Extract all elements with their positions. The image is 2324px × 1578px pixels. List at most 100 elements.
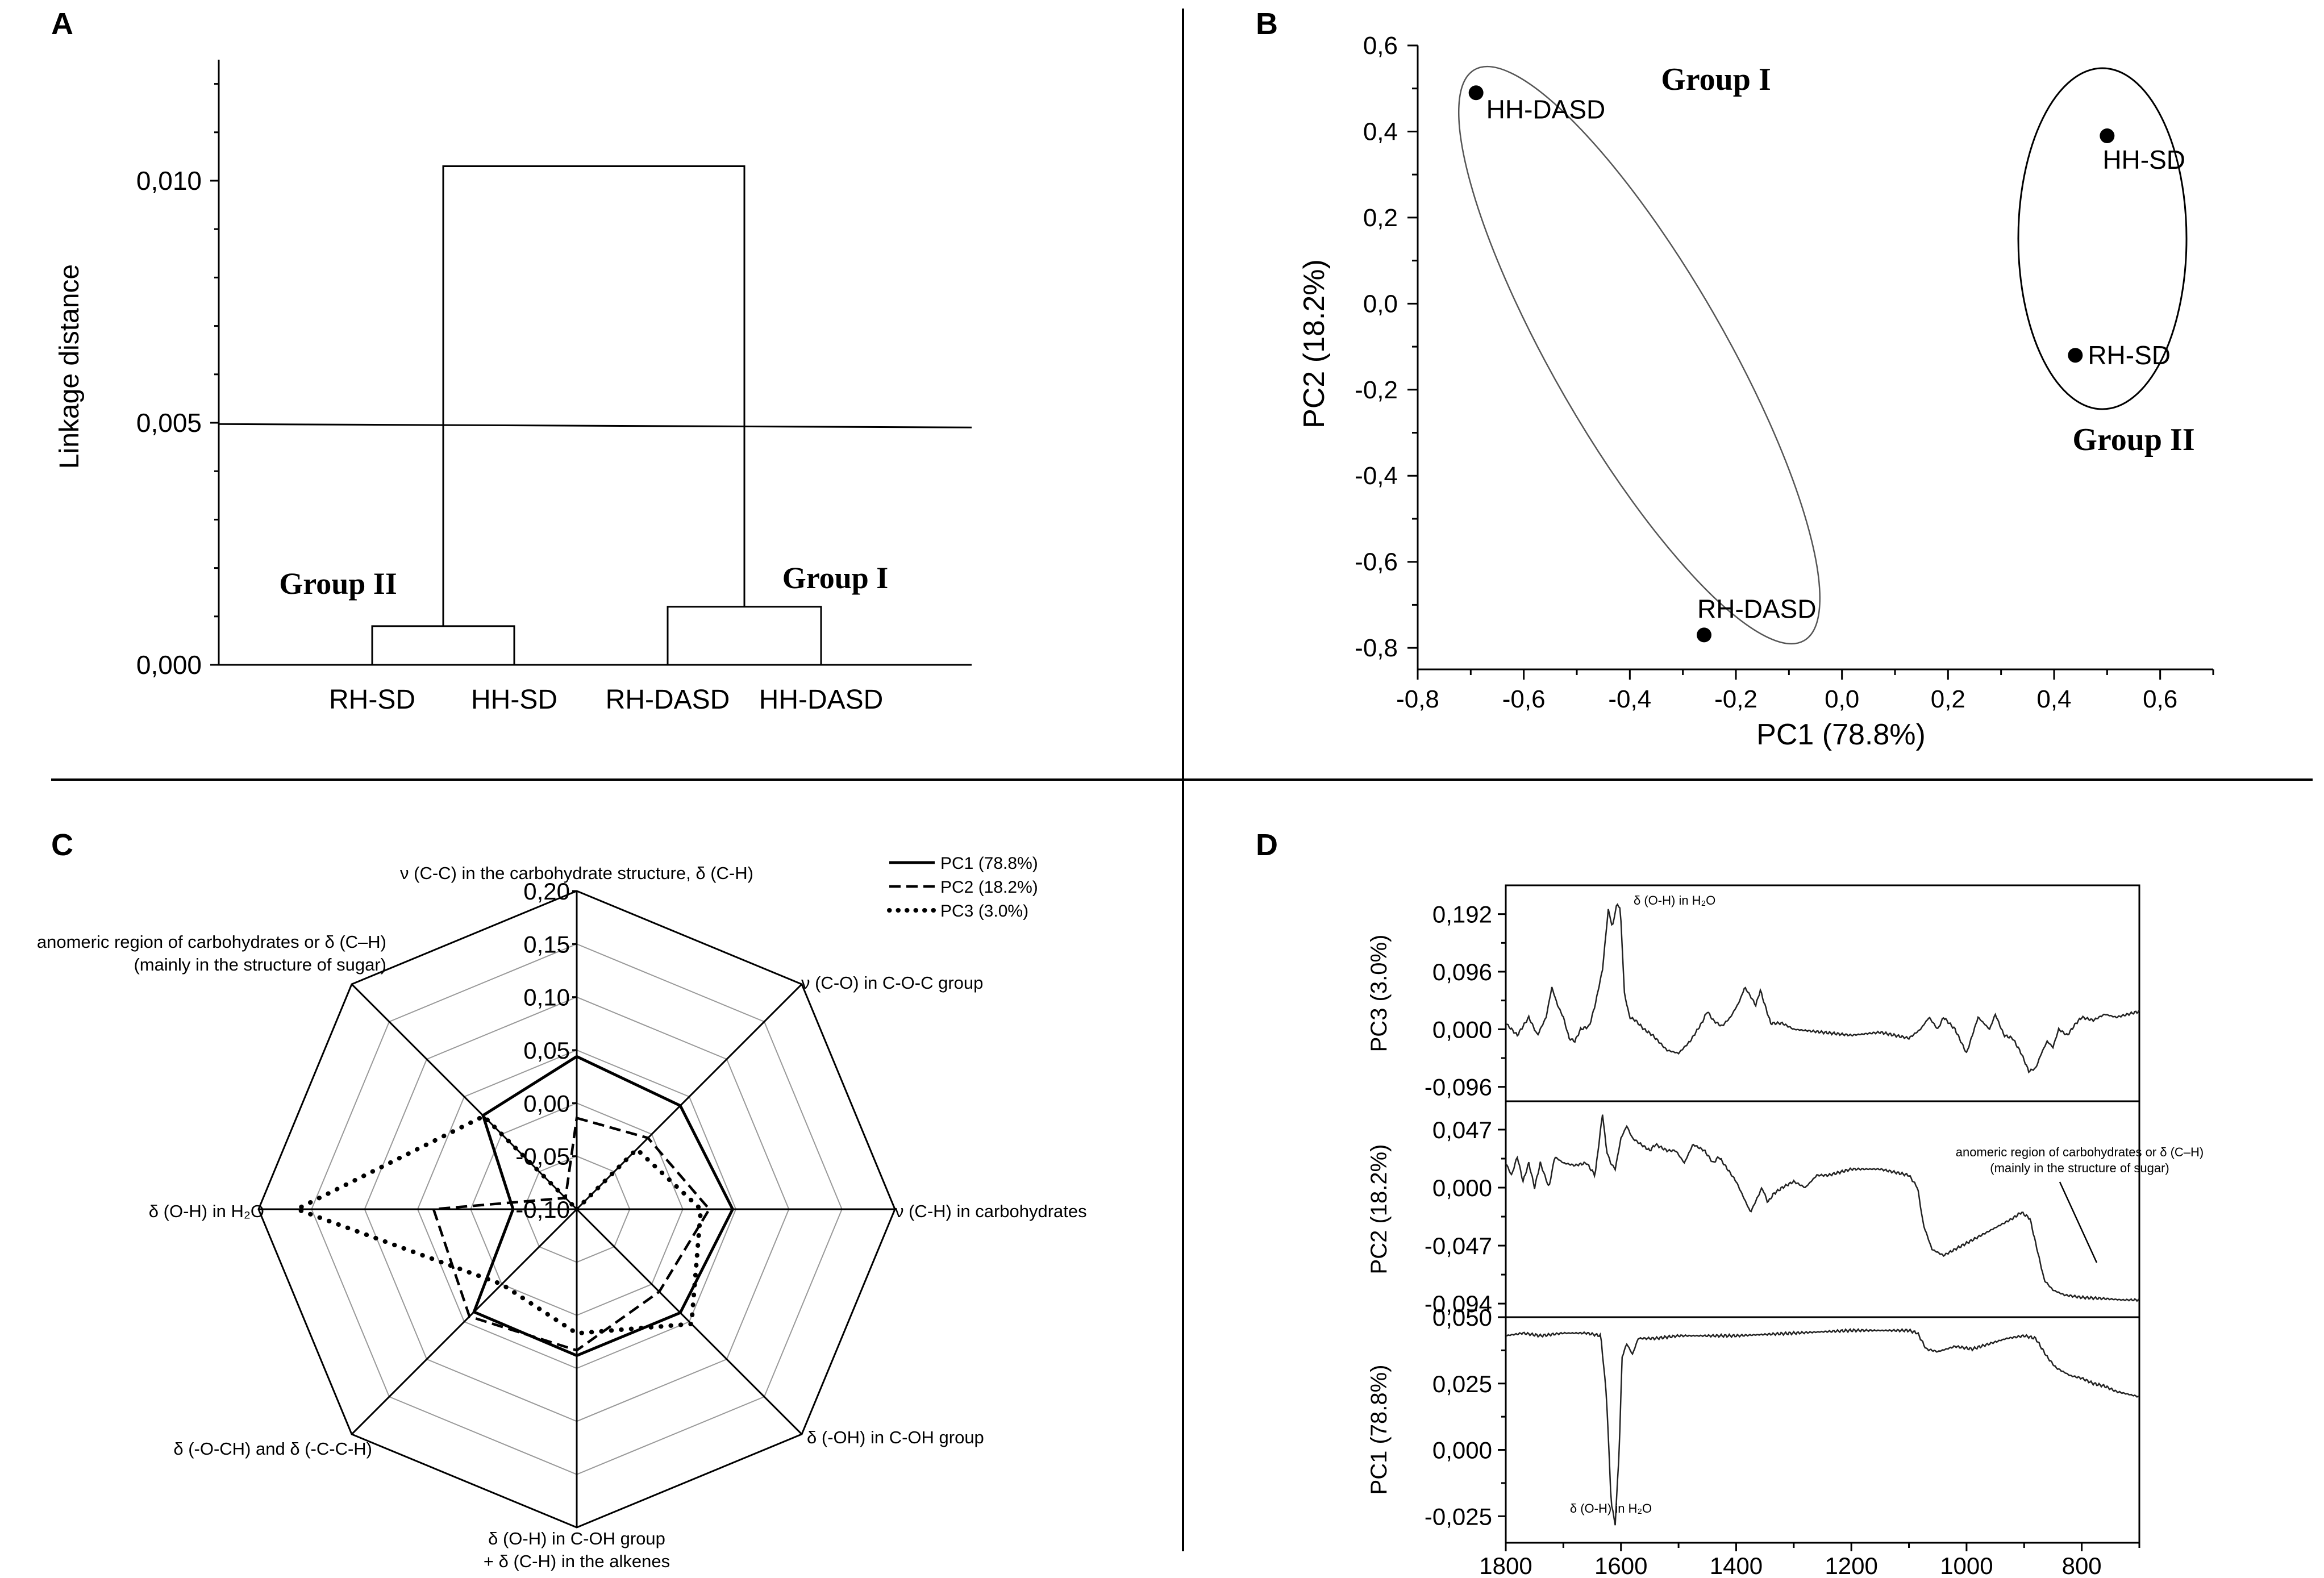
radar-axis-label-4: δ (O-H) in C-OH group bbox=[488, 1529, 665, 1548]
dendro-cut-line bbox=[218, 423, 972, 428]
loadings-ytick-label: 0,192 bbox=[1432, 901, 1492, 928]
scatter-ytick-label: -0,4 bbox=[1355, 462, 1398, 490]
dendro-link bbox=[371, 625, 515, 665]
loadings-xtick-label: 1400 bbox=[1710, 1552, 1763, 1578]
loadings-ylabel-pc3: PC3 (3.0%) bbox=[1367, 935, 1392, 1052]
loadings-ytick-label: 0,047 bbox=[1432, 1117, 1492, 1143]
loadings-x-ticks: 1800 1600 1400 1200 1000 800 bbox=[1479, 1543, 2140, 1578]
dendro-links bbox=[371, 165, 822, 665]
scatter-point bbox=[1468, 85, 1484, 101]
scatter-xtick-label: -0,4 bbox=[1608, 685, 1651, 713]
loadings-ytick-label: -0,096 bbox=[1425, 1074, 1492, 1101]
loadings-annotation-pc2-line1: anomeric region of carbohydrates or δ (C… bbox=[1956, 1145, 2204, 1159]
panel-label-a: A bbox=[51, 7, 73, 41]
dendro-link bbox=[667, 606, 822, 665]
panel-b-scatter: PC1 (78.8%) PC2 (18.2%) -0,8 -0,6 -0,4 -0,2… bbox=[1298, 32, 2214, 751]
legend-label-pc3: PC3 (3.0%) bbox=[940, 902, 1028, 921]
scatter-ticks: -0,8 -0,6 -0,4 -0,2 0,0 0,2 0,4 0,6 -0,8 -0,6 -0,4… bbox=[1355, 32, 2214, 713]
loadings-annotation-pc1: δ (O-H) in H₂O bbox=[1570, 1501, 1652, 1515]
radar-axis-label-2: ν (C-H) in carbohydrates bbox=[895, 1201, 1087, 1221]
loadings-annotation-pc3: δ (O-H) in H₂O bbox=[1634, 893, 1715, 907]
loadings-xtick-label: 1000 bbox=[1940, 1552, 1993, 1578]
scatter-ylabel: PC2 (18.2%) bbox=[1298, 259, 1331, 428]
loadings-ytick-label: 0,000 bbox=[1432, 1437, 1492, 1464]
scatter-ytick-label: -0,6 bbox=[1355, 548, 1398, 576]
loadings-ytick-label: -0,025 bbox=[1425, 1503, 1492, 1530]
dendro-ylabel: Linkage distance bbox=[55, 264, 85, 469]
panel-a-dendrogram: Linkage distance 0,000 0,005 0,010 RH-SD HH… bbox=[55, 60, 972, 715]
radar-axis-label-7b: (mainly in the structure of sugar) bbox=[134, 955, 386, 975]
radar-tick-label: 0,20 bbox=[523, 878, 570, 905]
dendro-leaf-label: RH-DASD bbox=[606, 685, 730, 715]
panel-label-d: D bbox=[1256, 828, 1278, 862]
scatter-point-label: RH-DASD bbox=[1697, 594, 1817, 623]
loadings-ytick-label: -0,094 bbox=[1425, 1290, 1492, 1317]
radar-tick-label: 0,15 bbox=[523, 931, 570, 957]
radar-tick-label: -0,05 bbox=[515, 1143, 570, 1170]
radar-series-1 bbox=[472, 1055, 735, 1358]
dendro-group-ii-label: Group II bbox=[279, 567, 397, 601]
dendro-leaf-label: HH-DASD bbox=[759, 685, 884, 715]
scatter-point bbox=[1697, 627, 1711, 643]
scatter-xtick-label: 0,4 bbox=[2036, 685, 2071, 713]
scatter-xtick-label: 0,6 bbox=[2143, 685, 2177, 713]
loadings-xtick-label: 1800 bbox=[1479, 1552, 1532, 1578]
radar-legend: PC1 (78.8%) PC2 (18.2%) PC3 (3.0%) bbox=[887, 854, 1038, 921]
scatter-point-label: RH-SD bbox=[2088, 340, 2171, 370]
panel-c-radar: -0,10 -0,05 0,00 0,05 0,10 0,15 0,20 ν (C-C) i… bbox=[37, 854, 1087, 1571]
radar-ticks: -0,10 -0,05 0,00 0,05 0,10 0,15 0,20 bbox=[515, 878, 577, 1223]
radar-tick-label: 0,05 bbox=[523, 1037, 570, 1064]
radar-axis-label-4b: + δ (C-H) in the alkenes bbox=[484, 1551, 670, 1571]
scatter-ytick-label: 0,0 bbox=[1363, 290, 1398, 318]
group-ii-ellipse bbox=[2017, 67, 2188, 410]
scatter-ytick-label: -0,2 bbox=[1355, 376, 1398, 404]
loadings-xtick-label: 1600 bbox=[1594, 1552, 1647, 1578]
radar-axis-label-3: δ (-OH) in C-OH group bbox=[807, 1427, 984, 1447]
loadings-ytick-label: -0,047 bbox=[1425, 1233, 1492, 1259]
dendro-group-i-label: Group I bbox=[782, 561, 889, 595]
dendro-leaf-label: HH-SD bbox=[471, 685, 557, 715]
radar-axis-label-5: δ (-O-CH) and δ (-C-C-H) bbox=[173, 1439, 372, 1459]
loadings-ytick-label: 0,000 bbox=[1432, 1175, 1492, 1201]
scatter-group-i-label: Group I bbox=[1661, 62, 1771, 97]
scatter-ytick-label: 0,6 bbox=[1363, 32, 1398, 60]
scatter-group-ii-label: Group II bbox=[2072, 422, 2194, 457]
loadings-xtick-label: 1200 bbox=[1825, 1552, 1877, 1578]
dendro-ytick-label: 0,000 bbox=[136, 650, 202, 680]
dendro-ytick-label: 0,005 bbox=[136, 408, 202, 438]
radar-spoke bbox=[351, 983, 578, 1210]
panel-label-b: B bbox=[1256, 7, 1278, 41]
radar-series-2 bbox=[431, 1116, 711, 1352]
loadings-xtick-label: 800 bbox=[2062, 1552, 2102, 1578]
group-i-ellipse bbox=[1457, 65, 1821, 645]
radar-axis-label-7: anomeric region of carbohydrates or δ (C… bbox=[37, 932, 386, 952]
loadings-ytick-label: 0,000 bbox=[1432, 1016, 1492, 1043]
scatter-points: HH-DASD RH-DASD HH-SD RH-SD bbox=[1468, 85, 2185, 643]
scatter-point-label: HH-SD bbox=[2102, 145, 2185, 174]
loadings-plots: -0,096 0,000 0,096 0,192 -0,094 -0,047 0,000 0,… bbox=[1425, 901, 2140, 1530]
scatter-ytick-label: 0,4 bbox=[1363, 118, 1398, 145]
scatter-point-label: HH-DASD bbox=[1486, 94, 1606, 124]
scatter-xlabel: PC1 (78.8%) bbox=[1756, 718, 1926, 751]
scatter-xtick-label: 0,2 bbox=[1931, 685, 1965, 713]
dendro-leaf-labels: RH-SD HH-SD RH-DASD HH-DASD bbox=[329, 685, 883, 715]
radar-tick-label: -0,10 bbox=[515, 1196, 570, 1223]
radar-tick-label: 0,10 bbox=[523, 984, 570, 1011]
dendro-link bbox=[442, 165, 745, 626]
loadings-ylabel-pc1: PC1 (78.8%) bbox=[1367, 1365, 1392, 1495]
radar-spoke bbox=[351, 1208, 578, 1435]
dendro-ticks: 0,000 0,005 0,010 bbox=[136, 83, 219, 680]
scatter-xtick-label: 0,0 bbox=[1825, 685, 1859, 713]
loadings-line-pc2 bbox=[1505, 1114, 2140, 1302]
scatter-point bbox=[2068, 348, 2083, 363]
loadings-ytick-label: 0,025 bbox=[1432, 1371, 1492, 1397]
legend-label-pc1: PC1 (78.8%) bbox=[940, 854, 1038, 873]
panel-d-loadings: -0,096 0,000 0,096 0,192 -0,094 -0,047 0,000 0,… bbox=[1367, 884, 2204, 1578]
scatter-ytick-label: 0,2 bbox=[1363, 204, 1398, 232]
dendro-ytick-label: 0,010 bbox=[136, 166, 202, 195]
radar-axis-label-1: ν (C-O) in C-O-C group bbox=[801, 973, 983, 993]
loadings-line-pc1 bbox=[1505, 1328, 2140, 1526]
legend-label-pc2: PC2 (18.2%) bbox=[940, 878, 1038, 897]
loadings-ylabels: PC3 (3.0%) PC2 (18.2%) PC1 (78.8%) bbox=[1367, 935, 1392, 1495]
loadings-ytick-label: 0,050 bbox=[1432, 1304, 1492, 1331]
